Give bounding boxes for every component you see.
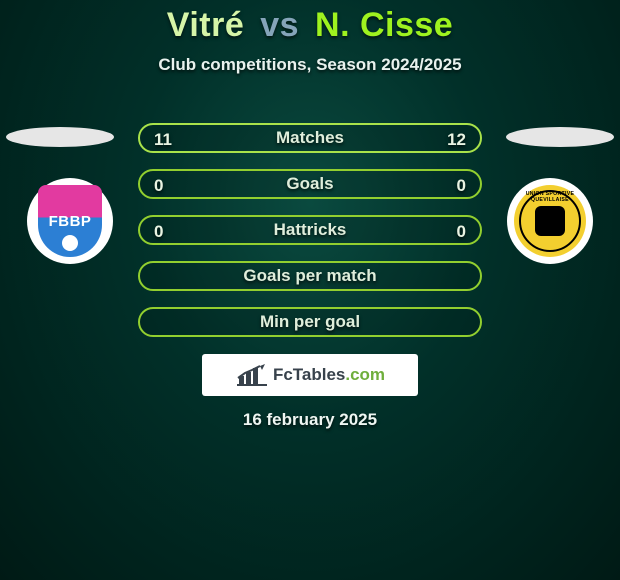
stat-label: Hattricks [274, 220, 347, 240]
stats-rows: 11 Matches 12 0 Goals 0 0 Hattricks 0 Go… [138, 123, 482, 353]
stat-label: Goals [286, 174, 333, 194]
team-badge-right-inner: UNION SPORTIVE QUEVILLAISE [514, 185, 586, 257]
right-platform-oval [506, 127, 614, 147]
team-badge-left: FBBP [27, 178, 113, 264]
stat-label: Min per goal [260, 312, 360, 332]
stat-label: Goals per match [243, 266, 376, 286]
page-title: Vitré vs N. Cisse [0, 0, 620, 45]
bar-chart-icon [235, 364, 269, 386]
stat-label: Matches [276, 128, 344, 148]
logo-domain: FcTables [273, 365, 345, 384]
team-badge-left-label: FBBP [49, 213, 92, 230]
vs-label: vs [260, 6, 299, 44]
stat-left-value: 11 [154, 125, 172, 155]
footer-date: 16 february 2025 [0, 410, 620, 430]
player1-name: Vitré [167, 6, 244, 44]
fctables-logo: FcTables.com [202, 354, 418, 396]
logo-ext: .com [345, 365, 385, 384]
team-badge-left-inner: FBBP [38, 185, 102, 257]
stat-left-value: 0 [154, 217, 163, 247]
player2-name: N. Cisse [315, 6, 453, 44]
stat-right-value: 0 [457, 217, 466, 247]
stat-row-goals: 0 Goals 0 [138, 169, 482, 199]
stat-left-value: 0 [154, 171, 163, 201]
stat-row-gpm: Goals per match [138, 261, 482, 291]
left-platform-oval [6, 127, 114, 147]
fctables-logo-text: FcTables.com [273, 365, 385, 385]
subtitle: Club competitions, Season 2024/2025 [0, 55, 620, 75]
team-badge-right: UNION SPORTIVE QUEVILLAISE [507, 178, 593, 264]
stat-row-hattricks: 0 Hattricks 0 [138, 215, 482, 245]
team-badge-right-ringtext: UNION SPORTIVE QUEVILLAISE [514, 191, 586, 203]
stat-row-mpg: Min per goal [138, 307, 482, 337]
stat-row-matches: 11 Matches 12 [138, 123, 482, 153]
stat-right-value: 12 [447, 125, 466, 155]
stat-right-value: 0 [457, 171, 466, 201]
